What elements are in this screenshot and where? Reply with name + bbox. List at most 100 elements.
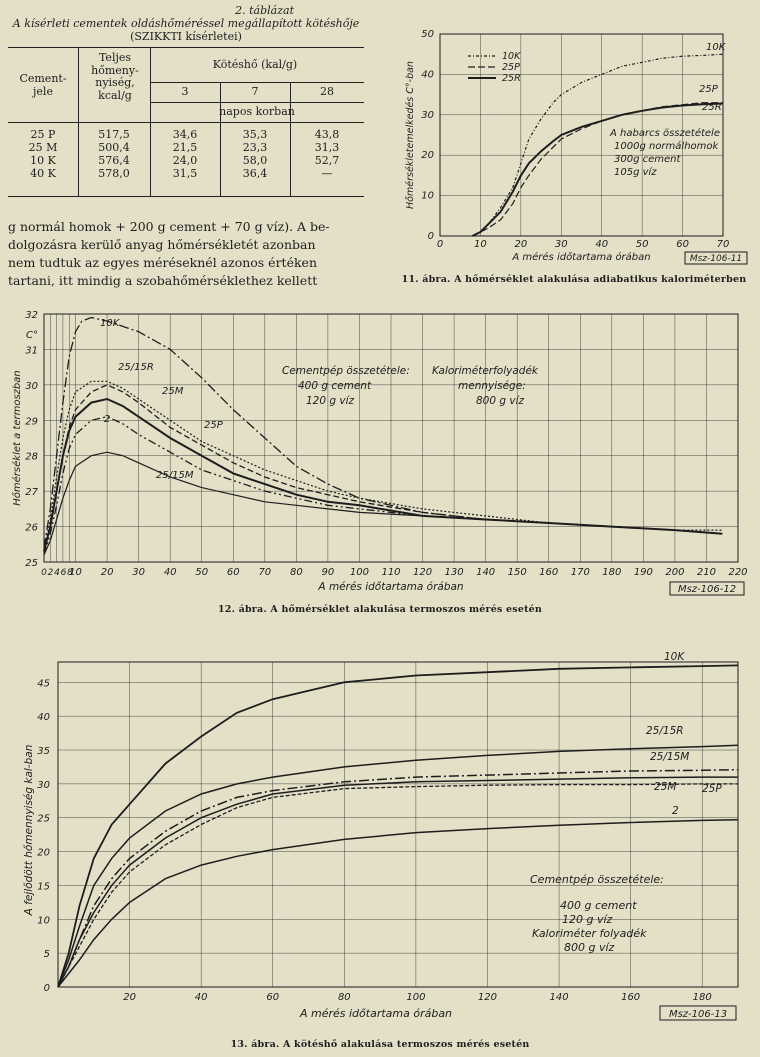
curve-label: 25/15M — [650, 751, 689, 763]
x-tick-label: 60 — [266, 992, 279, 1003]
x-tick-label: 170 — [571, 567, 590, 578]
y-tick-label: 40 — [37, 712, 50, 723]
curve-label: 2 — [672, 805, 679, 817]
composition-note: 120 g víz — [562, 913, 613, 926]
figure-code: Msz-106-11 — [690, 254, 742, 264]
legend-label: 25R — [502, 73, 521, 84]
x-tick-label: 0 — [41, 568, 47, 578]
x-tick-label: 110 — [381, 567, 400, 578]
table-2: Cement- jele Teljes hőmeny- nyiség, kcal… — [8, 48, 364, 198]
figure-11-chart: 0 10 20 30 40 50 60 700102030405010K25P25R10K25… — [405, 29, 748, 265]
y-tick-label: 25 — [37, 814, 50, 825]
table-row: 10 K 576,4 24,0 58,0 52,7 — [30, 154, 340, 167]
y-tick-label: 27 — [25, 487, 38, 498]
series-line-25m — [43, 397, 723, 552]
y-tick-label: 32 — [25, 310, 38, 321]
x-tick-label: 80 — [338, 992, 351, 1003]
body-paragraph: g normál homok + 200 g cement + 70 g víz… — [8, 218, 364, 290]
x-tick-label: 80 — [290, 567, 303, 578]
y-tick-label: 0 — [44, 983, 50, 994]
y-tick-label: 45 — [37, 678, 50, 689]
series-line-25r — [471, 102, 724, 237]
table-title: A kísérleti cementek oldáshőméréssel meg… — [12, 17, 360, 30]
composition-note: 105g víz — [614, 166, 657, 178]
x-tick-label: 150 — [508, 567, 527, 578]
composition-note: 800 g víz — [564, 941, 615, 954]
series-line-25-15m — [57, 768, 739, 988]
composition-note: 300g cement — [614, 154, 681, 165]
day-7: 7 — [251, 85, 259, 98]
composition-note: A habarcs összetétele — [609, 127, 720, 139]
x-tick-label: 30 — [555, 239, 568, 250]
curve-label: 2 — [104, 414, 110, 425]
table-2-block: 2. táblázat A kísérleti cementek oldáshő… — [8, 4, 364, 198]
y-tick-label: 30 — [25, 381, 38, 392]
composition-note: 400 g cement — [298, 380, 372, 392]
y-axis-label: Hőmérséklet a termoszban — [11, 370, 23, 505]
curve-label: 25/15M — [156, 470, 194, 481]
y-tick-label: 15 — [37, 881, 50, 892]
figure-11-caption: 11. ábra. A hőmérséklet alakulása adiaba… — [401, 274, 747, 285]
x-tick-label: 130 — [445, 567, 464, 578]
y-tick-label: 50 — [421, 29, 434, 40]
x-tick-label: 90 — [322, 567, 335, 578]
x-tick-label: 8 — [67, 568, 73, 578]
x-tick-label: 100 — [350, 567, 369, 578]
y-tick-label: 0 — [428, 231, 434, 242]
y-unit-label: C° — [26, 330, 38, 341]
x-tick-label: 2 — [48, 568, 54, 578]
x-tick-label: 40 — [595, 239, 608, 250]
y-tick-label: 35 — [37, 746, 50, 757]
y-tick-label: 28 — [25, 452, 38, 463]
composition-note: 1000g normálhomok — [614, 140, 720, 152]
x-tick-label: 180 — [693, 992, 712, 1003]
series-line-10k — [472, 53, 724, 237]
legend-label: 25P — [502, 62, 520, 73]
y-tick-label: 30 — [37, 780, 50, 791]
table-number: 2. táblázat — [235, 4, 294, 17]
table-row: 40 K 578,0 31,5 36,4 — — [30, 167, 333, 180]
x-tick-label: 10 — [69, 567, 82, 578]
x-tick-label: 60 — [227, 567, 240, 578]
table-row: 25 P 517,5 34,6 35,3 43,8 — [30, 128, 340, 141]
x-tick-label: 120 — [478, 992, 497, 1003]
x-tick-label: 220 — [728, 567, 747, 578]
x-axis-label: A mérés időtartama órában — [511, 251, 650, 263]
x-tick-label: 30 — [132, 567, 145, 578]
day-28: 28 — [320, 85, 334, 98]
curve-label: 25M — [162, 386, 184, 397]
curve-label: 10K — [664, 651, 685, 663]
x-tick-label: 190 — [634, 567, 653, 578]
body-line: nem tudtuk az egyes méréseknél azonos ér… — [8, 255, 318, 270]
composition-note: Cementpép összetétele: — [530, 873, 664, 886]
curve-label: 25P — [699, 84, 719, 95]
curve-label: 25/15R — [646, 725, 684, 737]
y-tick-label: 30 — [421, 110, 434, 121]
col-heat-header: Kötéshő (kal/g) — [212, 58, 298, 71]
legend-label: 10K — [502, 51, 521, 62]
calorimeter-note: mennyisége: — [458, 380, 526, 392]
col-cement-header: Cement- jele — [19, 72, 67, 98]
x-axis-label: A mérés időtartama órában — [299, 1007, 452, 1020]
x-tick-label: 20 — [514, 239, 527, 250]
curve-label: 10K — [706, 42, 727, 53]
x-tick-label: 10 — [474, 239, 487, 250]
y-axis-label: Hőmérsékletemelkedés C°-ban — [405, 61, 416, 209]
y-tick-label: 40 — [421, 69, 434, 80]
table-row: 25 M 500,4 21,5 23,3 31,3 — [28, 141, 340, 154]
y-axis-label: A fejlődött hőmennyiség kal-ban — [23, 745, 35, 917]
composition-note: 400 g cement — [560, 899, 637, 912]
curve-label: 10K — [100, 318, 121, 329]
figure-12-caption: 12. ábra. A hőmérséklet alakulása termos… — [217, 604, 543, 615]
series-line-25-15r — [57, 744, 739, 988]
x-tick-label: 60 — [676, 239, 689, 250]
figure-13-caption: 13. ábra. A kötéshő alakulása termoszos … — [230, 1039, 530, 1050]
x-tick-label: 140 — [476, 567, 495, 578]
body-line: dolgozásra kerülő anyag hőmérsékletét az… — [8, 237, 316, 252]
x-tick-label: 160 — [621, 992, 640, 1003]
series-line-25m — [57, 776, 738, 988]
x-tick-label: 20 — [101, 567, 114, 578]
y-tick-label: 29 — [25, 416, 38, 427]
figure-code-box — [659, 1005, 737, 1021]
x-tick-label: 70 — [717, 239, 730, 250]
